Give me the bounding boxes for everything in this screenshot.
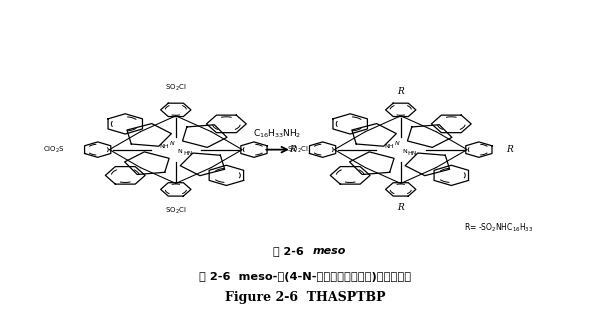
Text: NH: NH [159, 144, 169, 149]
Text: ClO$_2$S: ClO$_2$S [43, 145, 65, 155]
Text: NH: NH [384, 144, 393, 149]
Text: 图 2-6: 图 2-6 [273, 246, 313, 256]
Text: HN: HN [183, 151, 192, 156]
Text: N: N [395, 141, 400, 146]
Text: R: R [397, 203, 404, 212]
Text: SO$_2$Cl: SO$_2$Cl [287, 145, 309, 155]
Text: R: R [506, 145, 513, 154]
Text: N: N [177, 149, 181, 154]
Text: SO$_2$Cl: SO$_2$Cl [165, 206, 186, 217]
Text: R= -SO$_2$NHC$_{16}$H$_{33}$: R= -SO$_2$NHC$_{16}$H$_{33}$ [464, 222, 533, 234]
Text: R: R [289, 145, 296, 154]
Text: 图 2-6  meso-四(4-N-十六胺基磺酰苯基)四苯并卟啉: 图 2-6 meso-四(4-N-十六胺基磺酰苯基)四苯并卟啉 [199, 272, 412, 282]
Text: Figure 2-6  THASPTBP: Figure 2-6 THASPTBP [225, 291, 386, 305]
Text: R: R [397, 87, 404, 96]
Text: N: N [402, 149, 407, 154]
Text: SO$_2$Cl: SO$_2$Cl [165, 83, 186, 93]
Text: C$_{16}$H$_{33}$NH$_2$: C$_{16}$H$_{33}$NH$_2$ [254, 127, 302, 140]
Text: HN: HN [408, 151, 417, 156]
Text: meso: meso [313, 246, 346, 256]
Text: N: N [170, 141, 175, 146]
